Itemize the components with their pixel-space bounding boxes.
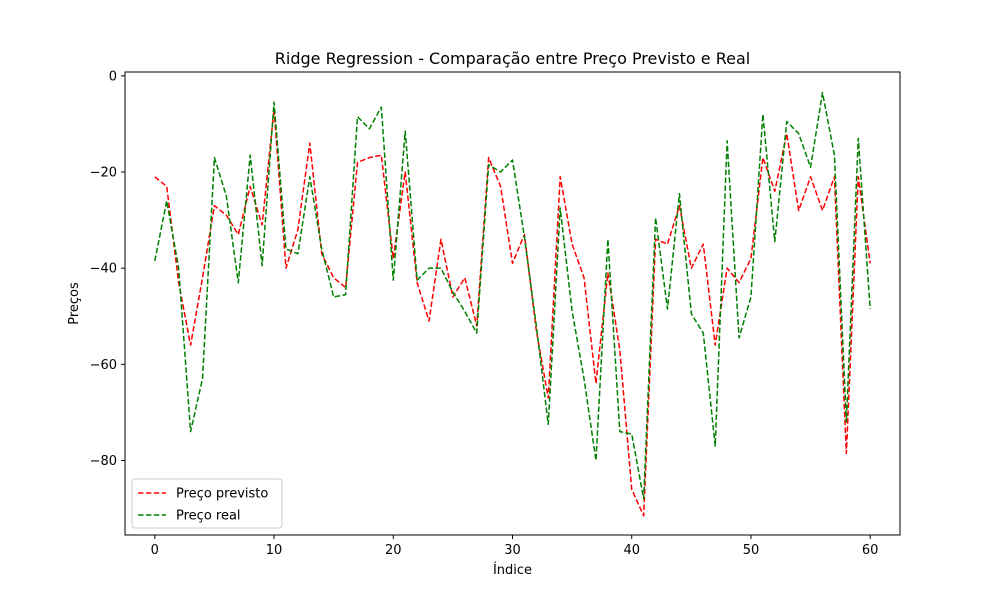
- y-tick-label: −40: [90, 262, 117, 277]
- x-tick-label: 60: [862, 543, 879, 558]
- legend-label-preco-previsto: Preço previsto: [176, 487, 268, 502]
- y-tick-label: −20: [90, 166, 117, 181]
- plot-area: [154, 91, 871, 517]
- x-axis-title: Índice: [493, 562, 532, 578]
- y-tick-label: 0: [109, 69, 117, 84]
- legend-label-preco-real: Preço real: [176, 509, 241, 524]
- x-tick-label: 0: [151, 543, 159, 558]
- y-tick-label: −80: [90, 454, 117, 469]
- x-axis: 0 10 20 30 40 50 60: [151, 535, 879, 558]
- series-line-preco-real: [154, 91, 871, 500]
- legend-box: [131, 478, 283, 529]
- x-tick-label: 10: [266, 543, 283, 558]
- y-axis-title: Preços: [67, 282, 82, 325]
- x-tick-label: 50: [743, 543, 760, 558]
- legend: Preço previsto Preço real: [131, 478, 283, 529]
- x-tick-label: 30: [504, 543, 521, 558]
- x-tick-label: 20: [385, 543, 402, 558]
- chart-title: Ridge Regression - Comparação entre Preç…: [275, 49, 750, 68]
- y-tick-label: −60: [90, 358, 117, 373]
- y-axis: 0 −20 −40 −60 −80: [90, 69, 125, 469]
- x-tick-label: 40: [623, 543, 640, 558]
